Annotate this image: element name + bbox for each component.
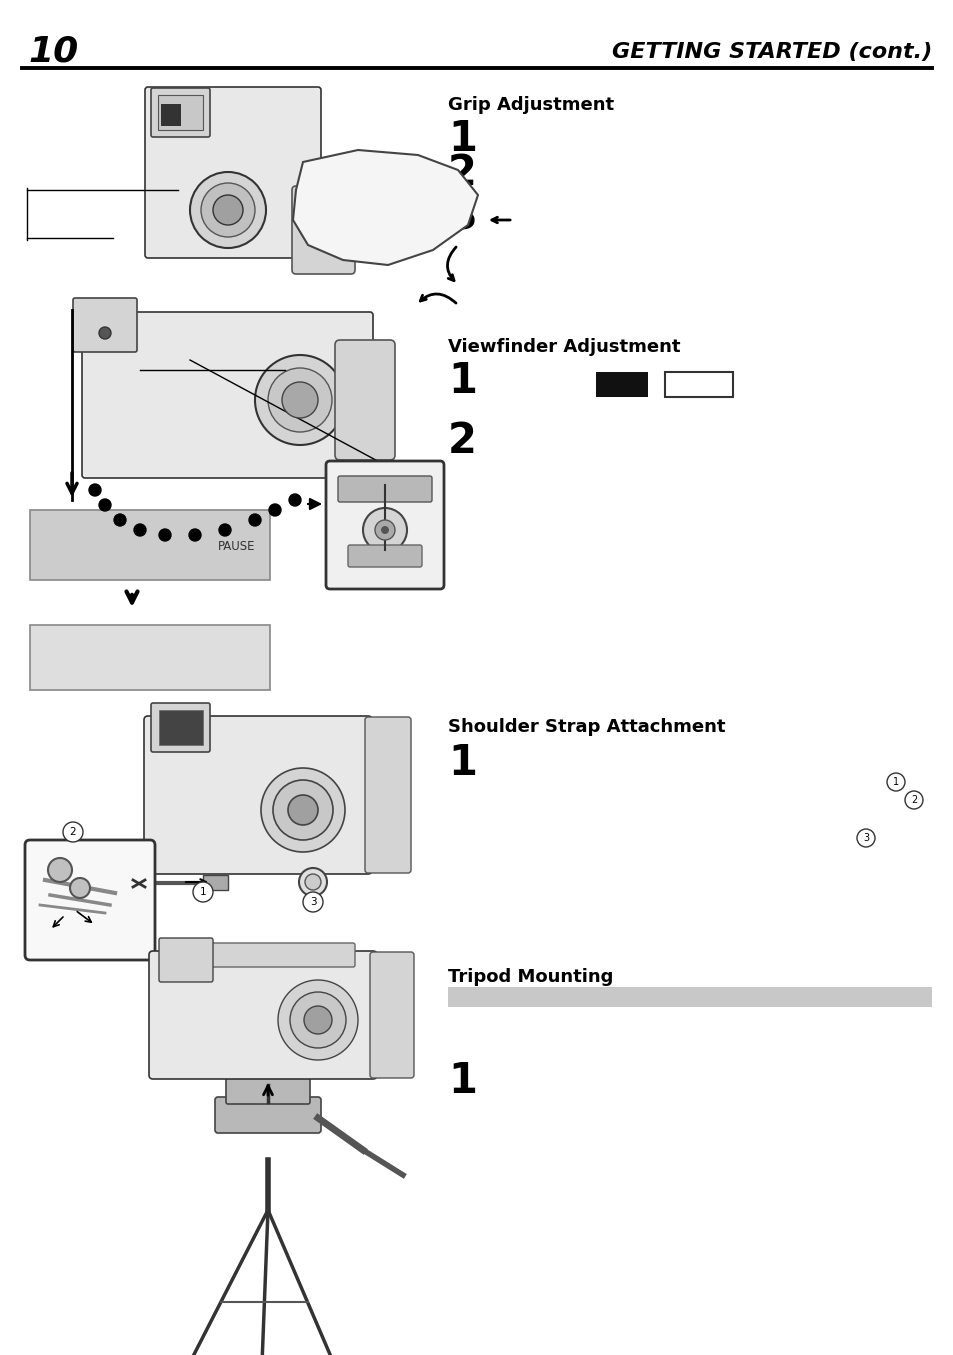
Text: 2: 2 <box>70 827 76 837</box>
Circle shape <box>219 524 231 537</box>
FancyBboxPatch shape <box>292 186 355 274</box>
Circle shape <box>268 369 332 432</box>
Circle shape <box>133 524 146 537</box>
Text: Shoulder Strap Attachment: Shoulder Strap Attachment <box>448 718 724 736</box>
FancyBboxPatch shape <box>214 1098 320 1133</box>
Circle shape <box>63 822 83 841</box>
Text: GETTING STARTED (cont.): GETTING STARTED (cont.) <box>611 42 931 62</box>
Bar <box>596 373 647 397</box>
Circle shape <box>99 499 111 511</box>
Text: 2: 2 <box>448 420 476 462</box>
Circle shape <box>249 514 261 526</box>
Circle shape <box>48 858 71 882</box>
FancyBboxPatch shape <box>370 953 414 1079</box>
Bar <box>158 95 203 130</box>
Bar <box>30 625 270 690</box>
Text: 2: 2 <box>448 152 476 194</box>
Circle shape <box>269 504 281 516</box>
Circle shape <box>375 520 395 541</box>
Text: 1: 1 <box>448 360 476 402</box>
FancyBboxPatch shape <box>25 840 154 959</box>
Circle shape <box>254 355 345 444</box>
Circle shape <box>70 878 90 898</box>
Text: 3: 3 <box>310 897 316 906</box>
Circle shape <box>904 791 923 809</box>
Text: Tripod Mounting: Tripod Mounting <box>448 967 613 986</box>
Text: PAUSE: PAUSE <box>217 541 254 553</box>
Circle shape <box>363 508 407 551</box>
Polygon shape <box>343 186 448 245</box>
FancyBboxPatch shape <box>348 545 421 566</box>
Circle shape <box>856 829 874 847</box>
Circle shape <box>305 874 320 890</box>
FancyBboxPatch shape <box>151 88 210 137</box>
Circle shape <box>289 495 301 505</box>
FancyBboxPatch shape <box>149 951 376 1079</box>
Bar <box>203 875 228 890</box>
Circle shape <box>886 772 904 791</box>
FancyBboxPatch shape <box>82 312 373 478</box>
Bar <box>161 104 181 126</box>
FancyBboxPatch shape <box>226 1079 310 1104</box>
Circle shape <box>298 869 327 896</box>
Circle shape <box>201 183 254 237</box>
Text: 10: 10 <box>28 35 78 69</box>
Text: Viewfinder Adjustment: Viewfinder Adjustment <box>448 337 679 356</box>
Circle shape <box>288 795 317 825</box>
Circle shape <box>282 382 317 417</box>
Polygon shape <box>293 150 477 266</box>
Bar <box>448 986 931 1007</box>
Circle shape <box>380 526 389 534</box>
Circle shape <box>304 1005 332 1034</box>
Circle shape <box>189 528 201 541</box>
FancyBboxPatch shape <box>335 340 395 459</box>
Circle shape <box>99 327 111 339</box>
Text: 1: 1 <box>448 1060 476 1102</box>
Circle shape <box>273 780 333 840</box>
Text: 1: 1 <box>199 888 206 897</box>
Circle shape <box>159 528 171 541</box>
Circle shape <box>113 514 126 526</box>
FancyBboxPatch shape <box>326 461 443 589</box>
Circle shape <box>193 882 213 902</box>
Circle shape <box>213 195 243 225</box>
Text: 1: 1 <box>448 118 476 160</box>
Text: Grip Adjustment: Grip Adjustment <box>448 96 614 114</box>
Bar <box>30 509 270 580</box>
Circle shape <box>261 768 345 852</box>
FancyBboxPatch shape <box>151 703 210 752</box>
FancyBboxPatch shape <box>365 717 411 873</box>
Circle shape <box>190 172 266 248</box>
FancyBboxPatch shape <box>144 715 372 874</box>
Text: 1: 1 <box>448 743 476 785</box>
Bar <box>159 710 203 745</box>
FancyBboxPatch shape <box>337 476 432 501</box>
Text: 3: 3 <box>862 833 868 843</box>
Bar <box>664 373 732 397</box>
FancyBboxPatch shape <box>145 87 320 257</box>
FancyBboxPatch shape <box>73 298 137 352</box>
Circle shape <box>303 892 323 912</box>
Text: 1: 1 <box>892 776 898 787</box>
FancyBboxPatch shape <box>181 943 355 967</box>
FancyBboxPatch shape <box>159 938 213 982</box>
Text: 3: 3 <box>448 196 476 238</box>
Circle shape <box>277 980 357 1060</box>
Circle shape <box>89 484 101 496</box>
Text: 2: 2 <box>910 795 916 805</box>
Circle shape <box>290 992 346 1047</box>
